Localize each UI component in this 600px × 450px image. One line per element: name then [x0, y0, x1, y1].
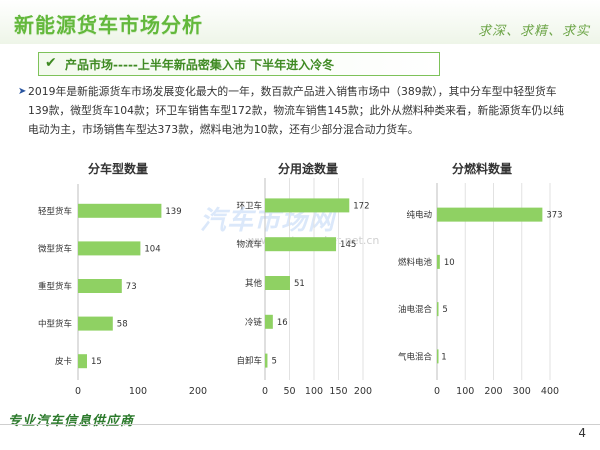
slide-title: 新能源货车市场分析 [14, 13, 203, 37]
data-label: 73 [126, 282, 137, 292]
summary-paragraph: ➤ 2019年是新能源货车市场发展变化最大的一年，数百款产品进入销售市场中（38… [18, 82, 568, 139]
header-motto: 求深、求精、求实 [477, 24, 590, 39]
bar [265, 314, 273, 329]
subtitle-text: 产品市场-----上半年新品密集入市 下半年进入冷冬 [65, 58, 335, 72]
bar [265, 353, 268, 368]
bar [265, 237, 337, 252]
subtitle-banner: ✔ 产品市场-----上半年新品密集入市 下半年进入冷冬 [38, 52, 440, 76]
data-label: 104 [144, 244, 160, 254]
category-label: 中型货车 [38, 319, 72, 330]
x-tick-label: 300 [513, 386, 531, 397]
footer-slogan: 专业汽车信息供应商 [8, 414, 135, 429]
data-label: 15 [91, 357, 102, 367]
chart-title-usage: 分用途数量 [278, 162, 339, 176]
summary-text: 2019年是新能源货车市场发展变化最大的一年，数百款产品进入销售市场中（389款… [28, 85, 564, 136]
footer-divider [0, 424, 600, 425]
bar [78, 316, 113, 331]
x-tick-label: 100 [456, 386, 474, 397]
x-tick-label: 50 [283, 386, 295, 397]
category-label: 气电混合 [398, 351, 433, 362]
category-label: 油电混合 [398, 304, 433, 315]
bullet-arrow-icon: ➤ [18, 86, 27, 97]
bar [437, 207, 543, 222]
bar [78, 241, 141, 256]
data-label: 145 [340, 240, 356, 250]
x-tick-label: 0 [262, 386, 268, 397]
data-label: 10 [444, 258, 455, 268]
category-label: 物流车 [236, 239, 262, 250]
x-tick-label: 200 [484, 386, 502, 397]
data-label: 5 [442, 305, 447, 315]
x-tick-label: 150 [329, 386, 347, 397]
bar [437, 302, 439, 317]
x-tick-label: 200 [354, 386, 372, 397]
header-band [0, 0, 600, 44]
x-tick-label: 100 [305, 386, 323, 397]
data-label: 373 [546, 211, 562, 221]
bar [437, 349, 439, 364]
category-label: 其他 [245, 278, 263, 289]
data-label: 172 [353, 201, 369, 211]
category-label: 皮卡 [55, 356, 73, 367]
check-icon: ✔ [45, 55, 57, 71]
x-tick-label: 100 [129, 386, 147, 397]
category-label: 微型货车 [38, 243, 72, 254]
category-label: 冷链 [245, 317, 263, 328]
chart-title-vehicle-type: 分车型数量 [88, 162, 149, 176]
category-label: 燃料电池 [398, 257, 433, 268]
category-label: 轻型货车 [38, 206, 72, 217]
category-label: 自卸车 [236, 356, 262, 367]
bar [78, 279, 122, 293]
x-tick-label: 0 [75, 386, 81, 397]
x-tick-label: 200 [189, 386, 207, 397]
category-label: 纯电动 [406, 210, 432, 221]
data-label: 51 [294, 279, 305, 289]
bar [265, 198, 350, 213]
data-label: 139 [165, 207, 181, 217]
bar [265, 276, 290, 290]
data-label: 58 [117, 320, 128, 330]
data-label: 5 [271, 357, 276, 367]
data-label: 1 [441, 352, 446, 362]
x-tick-label: 0 [434, 386, 440, 397]
category-label: 环卫车 [236, 200, 262, 211]
bar [78, 203, 162, 218]
bar [78, 354, 87, 369]
chart-title-fuel: 分燃料数量 [452, 162, 513, 176]
data-label: 16 [277, 318, 288, 328]
page-number: 4 [578, 426, 586, 440]
x-tick-label: 400 [541, 386, 559, 397]
bar [437, 254, 440, 269]
category-label: 重型货车 [38, 281, 72, 292]
